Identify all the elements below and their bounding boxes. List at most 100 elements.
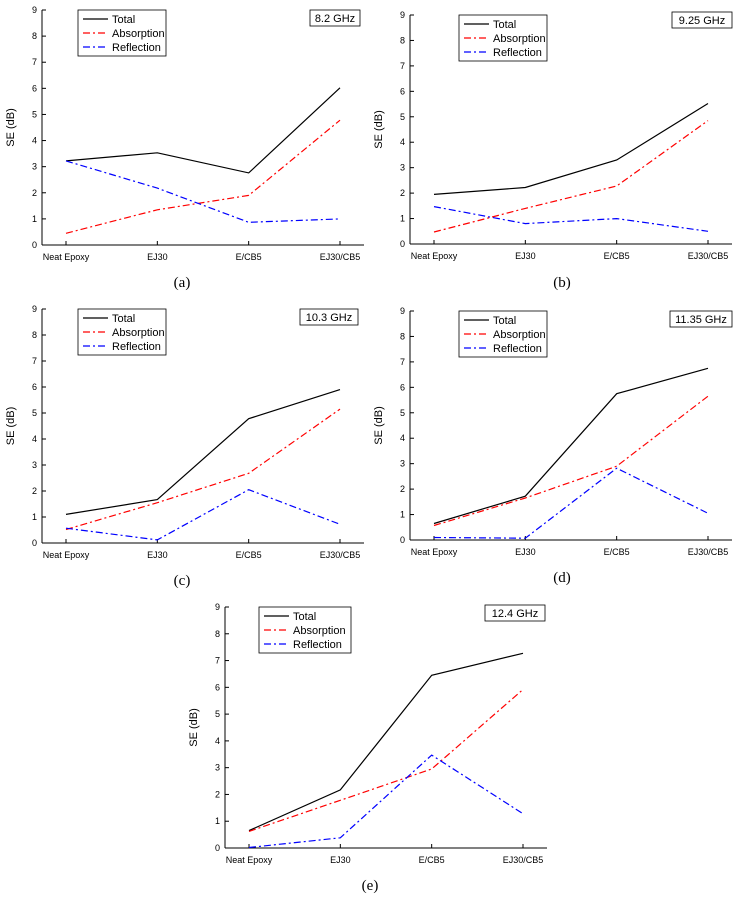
- chart-a-series-absorption: [65, 119, 341, 234]
- chart-c-ytick-label: 3: [32, 460, 37, 470]
- chart-b-ytick-label: 0: [400, 239, 405, 249]
- chart-c-ytick-label: 8: [32, 330, 37, 340]
- chart-b-ytick-label: 4: [400, 137, 405, 147]
- chart-e-ytick-label: 9: [215, 602, 220, 612]
- chart-e-ytick-label: 7: [215, 656, 220, 666]
- chart-c-xtick-label: EJ30/CB5: [320, 550, 361, 560]
- chart-b-ytick-label: 2: [400, 188, 405, 198]
- chart-c-legend: [77, 308, 167, 356]
- chart-d-ylabel: SE (dB): [373, 406, 385, 445]
- chart-d-series-reflection: [433, 467, 709, 539]
- chart-b-ytick-label: 3: [400, 163, 405, 173]
- chart-c-frequency-box: [299, 308, 359, 326]
- chart-a-xtick-label: EJ30/CB5: [320, 252, 361, 262]
- chart-c-xtick-label: EJ30: [147, 550, 168, 560]
- chart-c-xtick-label: Neat Epoxy: [43, 550, 90, 560]
- chart-a-svg: 0 1 2 3 4 5 6 7 8 9 Neat Epoxy EJ30 E/CB5 EJ30/CB5 SE …: [5, 5, 364, 262]
- chart-a-ytick-label: 1: [32, 214, 37, 224]
- chart-a-ytick-label: 5: [32, 109, 37, 119]
- chart-a-ytick-label: 7: [32, 57, 37, 67]
- caption-c: (c): [173, 573, 191, 589]
- chart-c-series-total: [65, 389, 341, 515]
- chart-e-ytick-label: 2: [215, 789, 220, 799]
- chart-a-frequency-label: 8.2 GHz: [315, 13, 355, 25]
- chart-b-svg: 0 1 2 3 4 5 6 7 8 9 Neat Epoxy EJ30 E/CB5 EJ30/CB5 SE …: [373, 10, 733, 261]
- chart-d-ytick-label: 8: [400, 331, 405, 341]
- chart-panel-c: 0 1 2 3 4 5 6 7 8 9 Neat Epoxy EJ30 E/CB5 EJ30/CB5 SE …: [0, 300, 370, 605]
- chart-e-ylabel: SE (dB): [188, 708, 200, 747]
- chart-a-ytick-label: 9: [32, 5, 37, 15]
- chart-b-legend: [458, 14, 548, 62]
- chart-c-ytick-label: 4: [32, 434, 37, 444]
- chart-e-legend-label: Absorption: [293, 625, 346, 637]
- chart-b-ytick-label: 9: [400, 10, 405, 20]
- chart-e-xtick-label: E/CB5: [419, 855, 445, 865]
- chart-c-ytick-label: 2: [32, 486, 37, 496]
- chart-e-ytick-label: 4: [215, 736, 220, 746]
- chart-c-ytick-label: 6: [32, 382, 37, 392]
- chart-b-ytick-label: 6: [400, 86, 405, 96]
- chart-e-ytick-label: 8: [215, 629, 220, 639]
- chart-e-legend-label: Reflection: [293, 639, 342, 651]
- chart-c-legend-label: Reflection: [112, 341, 161, 353]
- chart-b-xtick-label: Neat Epoxy: [411, 251, 458, 261]
- chart-e-ytick-label: 6: [215, 682, 220, 692]
- chart-d-legend: [458, 310, 548, 358]
- chart-b-legend-label: Reflection: [493, 47, 542, 59]
- chart-c-series-reflection: [65, 489, 341, 541]
- chart-a-ytick-label: 6: [32, 83, 37, 93]
- chart-b-ytick-label: 5: [400, 112, 405, 122]
- chart-a-series-total: [65, 87, 341, 174]
- chart-e-frequency-box: [484, 604, 546, 622]
- chart-b-xtick-label: EJ30/CB5: [688, 251, 729, 261]
- chart-a-series-reflection: [65, 160, 341, 223]
- chart-d-frequency-label: 11.35 GHz: [675, 314, 727, 326]
- chart-c-ytick-label: 7: [32, 356, 37, 366]
- chart-b-ytick-label: 8: [400, 35, 405, 45]
- chart-a-legend-label: Reflection: [112, 42, 161, 54]
- chart-a-xtick-label: E/CB5: [236, 252, 262, 262]
- chart-c-ytick-label: 1: [32, 512, 37, 522]
- chart-d-xtick-label: Neat Epoxy: [411, 547, 458, 557]
- chart-d-series-total: [433, 367, 709, 525]
- chart-c-xtick-label: E/CB5: [236, 550, 262, 560]
- caption-b: (b): [553, 275, 571, 291]
- chart-e-ytick-label: 3: [215, 763, 220, 773]
- chart-c-legend-label: Absorption: [112, 327, 165, 339]
- chart-b-ylabel: SE (dB): [373, 110, 385, 149]
- chart-d-legend-label: Reflection: [493, 343, 542, 355]
- chart-c-ylabel: SE (dB): [5, 407, 17, 446]
- chart-d-ytick-label: 7: [400, 357, 405, 367]
- chart-e-ytick-label: 1: [215, 816, 220, 826]
- chart-d-legend-label: Total: [493, 315, 516, 327]
- chart-b-xtick-label: E/CB5: [604, 251, 630, 261]
- chart-d-legend-label: Absorption: [493, 329, 546, 341]
- chart-e-svg: 0 1 2 3 4 5 6 7 8 9 Neat Epoxy EJ30 E/CB5 EJ30/CB5 SE …: [188, 602, 547, 865]
- chart-e-xtick-label: EJ30: [330, 855, 351, 865]
- chart-e-xtick-label: Neat Epoxy: [226, 855, 273, 865]
- chart-panel-e: 0 1 2 3 4 5 6 7 8 9 Neat Epoxy EJ30 E/CB5 EJ30/CB5 SE …: [185, 600, 556, 880]
- chart-e-ytick-label: 5: [215, 709, 220, 719]
- chart-a-xtick-label: EJ30: [147, 252, 168, 262]
- chart-b-series-reflection: [433, 206, 709, 232]
- chart-b-frequency-label: 9.25 GHz: [679, 15, 725, 27]
- chart-a-legend-label: Total: [112, 14, 135, 26]
- chart-d-ytick-label: 9: [400, 306, 405, 316]
- chart-b-frequency-box: [671, 11, 733, 29]
- chart-panel-a: 0 1 2 3 4 5 6 7 8 9 Neat Epoxy EJ30 E/CB5 EJ30/CB5 SE …: [0, 0, 370, 300]
- chart-a-ytick-label: 2: [32, 188, 37, 198]
- chart-c-ytick-label: 0: [32, 538, 37, 548]
- chart-a-ylabel: SE (dB): [5, 108, 17, 147]
- chart-a-xtick-label: Neat Epoxy: [43, 252, 90, 262]
- chart-a-legend-label: Absorption: [112, 28, 165, 40]
- chart-b-series-total: [433, 102, 709, 195]
- chart-d-ytick-label: 6: [400, 382, 405, 392]
- chart-c-ytick-label: 5: [32, 408, 37, 418]
- chart-e-legend-label: Total: [293, 611, 316, 623]
- chart-panel-d: 0 1 2 3 4 5 6 7 8 9 Neat Epoxy EJ30 E/CB5 EJ30/CB5 SE …: [372, 300, 741, 605]
- chart-e-series-reflection: [248, 754, 524, 849]
- chart-d-xtick-label: EJ30/CB5: [688, 547, 729, 557]
- chart-d-ytick-label: 1: [400, 510, 405, 520]
- chart-d-xtick-label: EJ30: [515, 547, 536, 557]
- chart-c-svg: 0 1 2 3 4 5 6 7 8 9 Neat Epoxy EJ30 E/CB5 EJ30/CB5 SE …: [5, 304, 364, 560]
